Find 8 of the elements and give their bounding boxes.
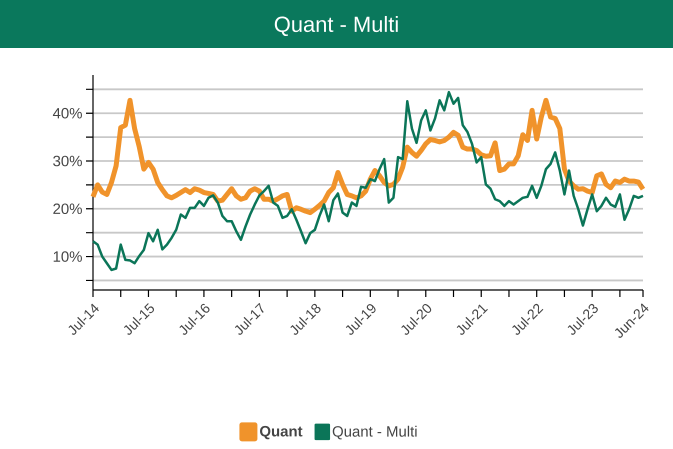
legend-label: Quant - Multi [332,426,417,440]
y-tick-label: 30% [53,156,82,166]
y-tick-label: 20% [53,203,82,214]
y-tick-label: 40% [52,108,82,119]
line-series [92,90,644,272]
y-tick-label: 10% [54,251,82,262]
chart-title: Quant - Multi [274,16,398,36]
legend-label: Quant [260,426,302,440]
